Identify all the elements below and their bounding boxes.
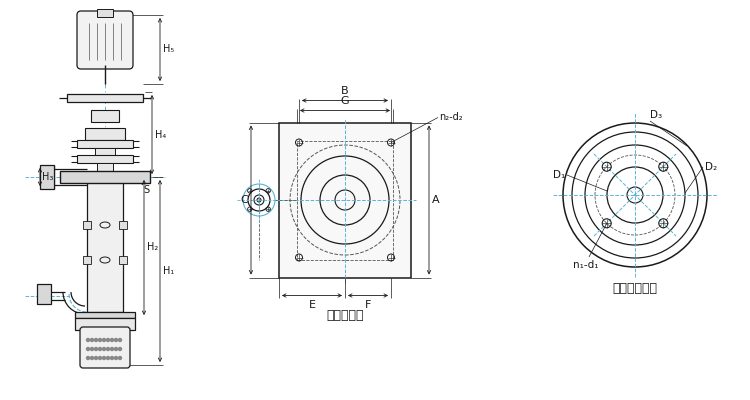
Circle shape (118, 348, 122, 350)
Text: H₂: H₂ (147, 242, 158, 252)
Circle shape (106, 348, 109, 350)
Text: H₄: H₄ (155, 130, 166, 140)
Circle shape (94, 356, 98, 360)
FancyBboxPatch shape (80, 327, 130, 368)
Text: H₅: H₅ (163, 44, 174, 54)
Text: D₂: D₂ (705, 162, 717, 172)
Text: D₃: D₃ (650, 110, 662, 120)
Circle shape (106, 338, 109, 342)
Text: E: E (308, 300, 316, 310)
Bar (119, 221, 127, 229)
Circle shape (106, 356, 109, 360)
Text: （安装板）: （安装板） (326, 309, 364, 322)
Bar (95, 148, 115, 155)
Circle shape (257, 198, 261, 202)
Circle shape (91, 348, 94, 350)
Circle shape (110, 338, 113, 342)
Text: G: G (340, 96, 350, 106)
Circle shape (86, 348, 89, 350)
Circle shape (94, 338, 98, 342)
Bar (297, 140, 393, 260)
Bar (119, 256, 127, 264)
Bar (83, 256, 91, 264)
Bar (37, 284, 51, 304)
Circle shape (86, 338, 89, 342)
Circle shape (115, 348, 118, 350)
Bar (60, 171, 150, 183)
Text: （出口法兰）: （出口法兰） (613, 282, 658, 294)
Bar (40, 165, 54, 189)
Bar (279, 122, 411, 278)
Circle shape (98, 356, 101, 360)
Text: D₁: D₁ (553, 170, 566, 180)
Bar (97, 9, 113, 17)
Bar (77, 140, 133, 148)
Circle shape (118, 356, 122, 360)
Circle shape (103, 338, 106, 342)
Circle shape (118, 338, 122, 342)
Text: H₁: H₁ (163, 266, 174, 276)
Circle shape (115, 338, 118, 342)
Bar (87, 177, 123, 312)
Circle shape (110, 356, 113, 360)
Bar (91, 110, 119, 122)
Bar (97, 163, 113, 172)
Circle shape (103, 356, 106, 360)
Text: S: S (143, 185, 149, 195)
Circle shape (98, 338, 101, 342)
Text: C: C (240, 195, 248, 205)
Bar (85, 128, 125, 140)
Circle shape (115, 356, 118, 360)
Bar (77, 155, 133, 163)
Circle shape (91, 338, 94, 342)
Circle shape (86, 356, 89, 360)
Text: A: A (432, 195, 439, 205)
Text: n₂-d₂: n₂-d₂ (439, 112, 463, 122)
Circle shape (94, 348, 98, 350)
FancyBboxPatch shape (77, 11, 133, 69)
Bar (75, 312, 135, 318)
Circle shape (98, 348, 101, 350)
Circle shape (91, 356, 94, 360)
Text: n₁-d₁: n₁-d₁ (573, 260, 598, 270)
Circle shape (103, 348, 106, 350)
Bar (83, 221, 91, 229)
Circle shape (110, 348, 113, 350)
Bar (67, 94, 143, 102)
Text: B: B (341, 86, 349, 96)
Text: H₃: H₃ (42, 172, 53, 182)
Bar (75, 318, 135, 330)
Text: F: F (364, 300, 371, 310)
